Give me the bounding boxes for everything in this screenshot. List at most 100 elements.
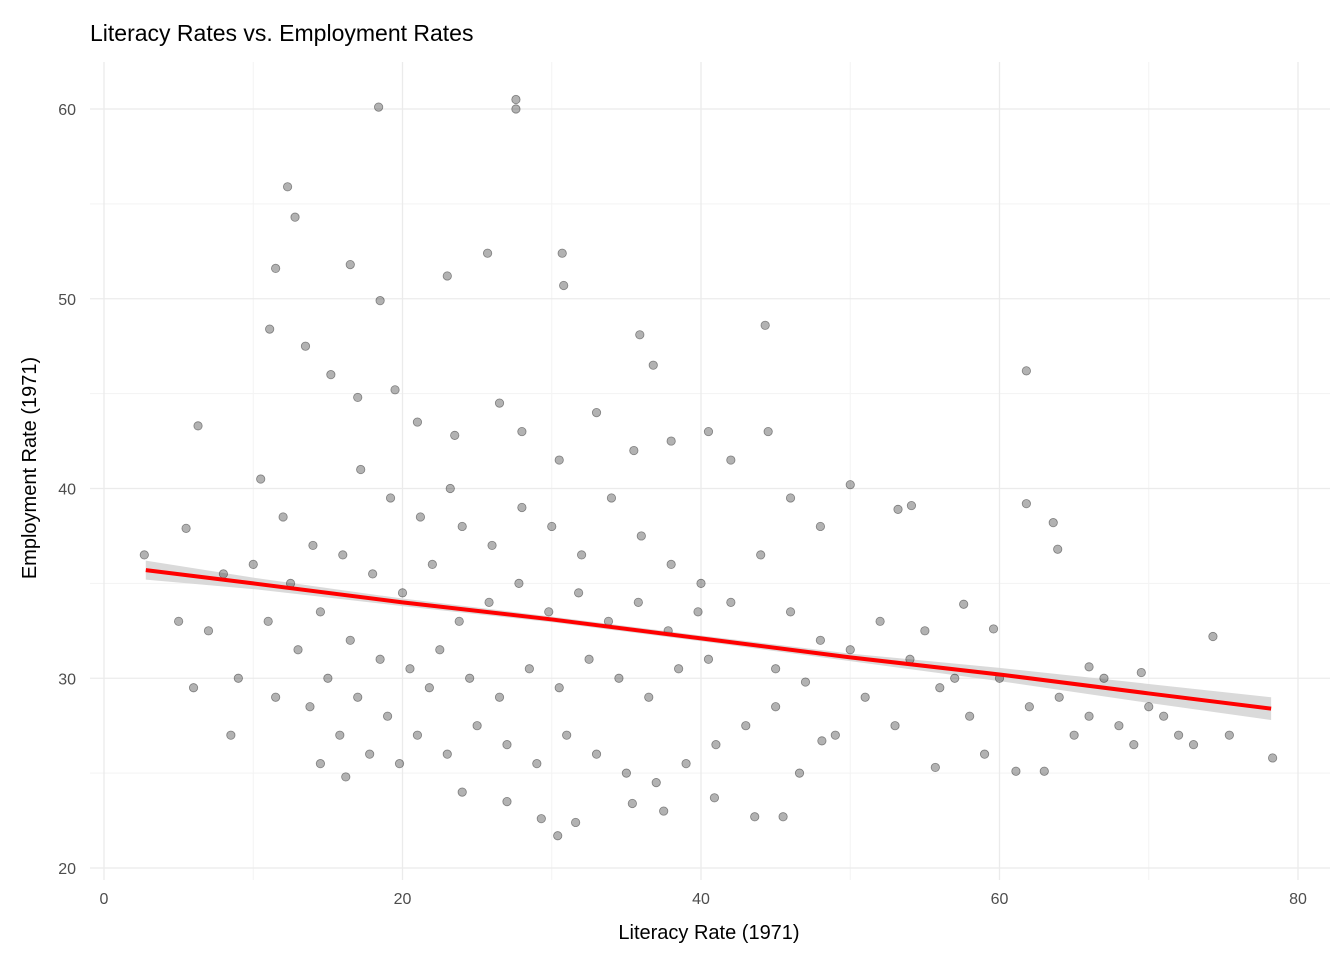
data-point [271,263,281,273]
data-point [454,616,464,626]
data-point [335,730,345,740]
data-point [427,559,437,570]
data-point [517,502,527,513]
data-point [356,464,366,475]
data-point [226,730,236,740]
data-point [278,512,288,522]
data-point [181,523,191,533]
data-point [1208,631,1218,642]
data-point [906,500,917,511]
data-point [750,812,760,822]
data-point [950,673,960,683]
data-point [771,664,781,674]
data-point [442,749,452,759]
data-point [711,740,721,750]
data-point [636,531,646,541]
data-point [1084,662,1094,672]
data-point [709,793,720,803]
data-point [562,730,572,740]
data-point [696,578,706,588]
data-point [674,664,684,674]
data-point [1048,518,1058,528]
data-point [315,607,326,617]
data-point [494,398,505,408]
data-point [248,559,258,570]
data-point [815,635,826,645]
data-point [326,370,336,380]
data-point [1084,711,1094,721]
data-point [394,759,405,769]
data-point [282,182,293,192]
data-point [693,607,703,617]
data-point [648,360,658,370]
data-point [559,280,569,291]
data-point [621,768,631,778]
y-tick-label: 30 [58,671,76,688]
points [139,94,1278,841]
data-point [435,645,445,655]
data-point [502,796,512,807]
data-point [666,559,676,570]
data-point [511,104,521,114]
data-point [524,664,534,674]
data-point [547,521,557,532]
data-point [375,654,385,664]
data-point [771,702,781,712]
data-point [341,772,351,782]
data-point [726,597,736,607]
data-point [554,455,564,465]
data-point [1268,753,1278,763]
data-point [382,711,393,721]
data-point [256,474,266,484]
data-point [494,692,505,702]
data-point [635,330,645,340]
data-point [845,645,855,655]
data-point [875,616,885,626]
y-tick-label: 60 [58,102,76,119]
data-point [188,683,199,693]
data-point [817,736,827,746]
data-point [203,626,214,636]
data-point [514,578,524,588]
data-point [536,814,546,824]
data-point [305,702,315,712]
data-point [614,673,624,683]
data-point [397,588,408,598]
data-point [487,540,497,551]
data-point [532,759,542,769]
data-point [290,212,300,222]
data-point [726,455,736,465]
data-point [457,787,467,797]
data-point [308,540,318,551]
fit-line [145,568,1272,711]
data-point [591,749,602,759]
data-point [218,569,228,579]
data-point [1021,499,1031,509]
data-point [800,677,811,687]
data-point [300,341,311,351]
data-point [845,480,855,490]
data-point [703,654,714,664]
data-point [959,599,969,609]
data-point [457,521,467,532]
data-point [778,812,788,822]
data-point [385,493,396,503]
data-point [353,692,363,702]
data-point [412,730,423,740]
data-point [557,248,567,258]
data-point [271,692,281,702]
data-point [1069,730,1079,740]
data-point [920,626,930,636]
data-point [1011,766,1021,776]
data-point [741,721,751,731]
data-point [1159,711,1169,721]
data-point [482,248,493,258]
data-point [584,654,594,664]
data-point [794,768,805,778]
grid [90,62,1330,880]
data-point [1053,544,1063,554]
data-point [323,673,333,683]
x-axis-label: Literacy Rate (1971) [618,922,799,944]
data-point [415,512,426,522]
